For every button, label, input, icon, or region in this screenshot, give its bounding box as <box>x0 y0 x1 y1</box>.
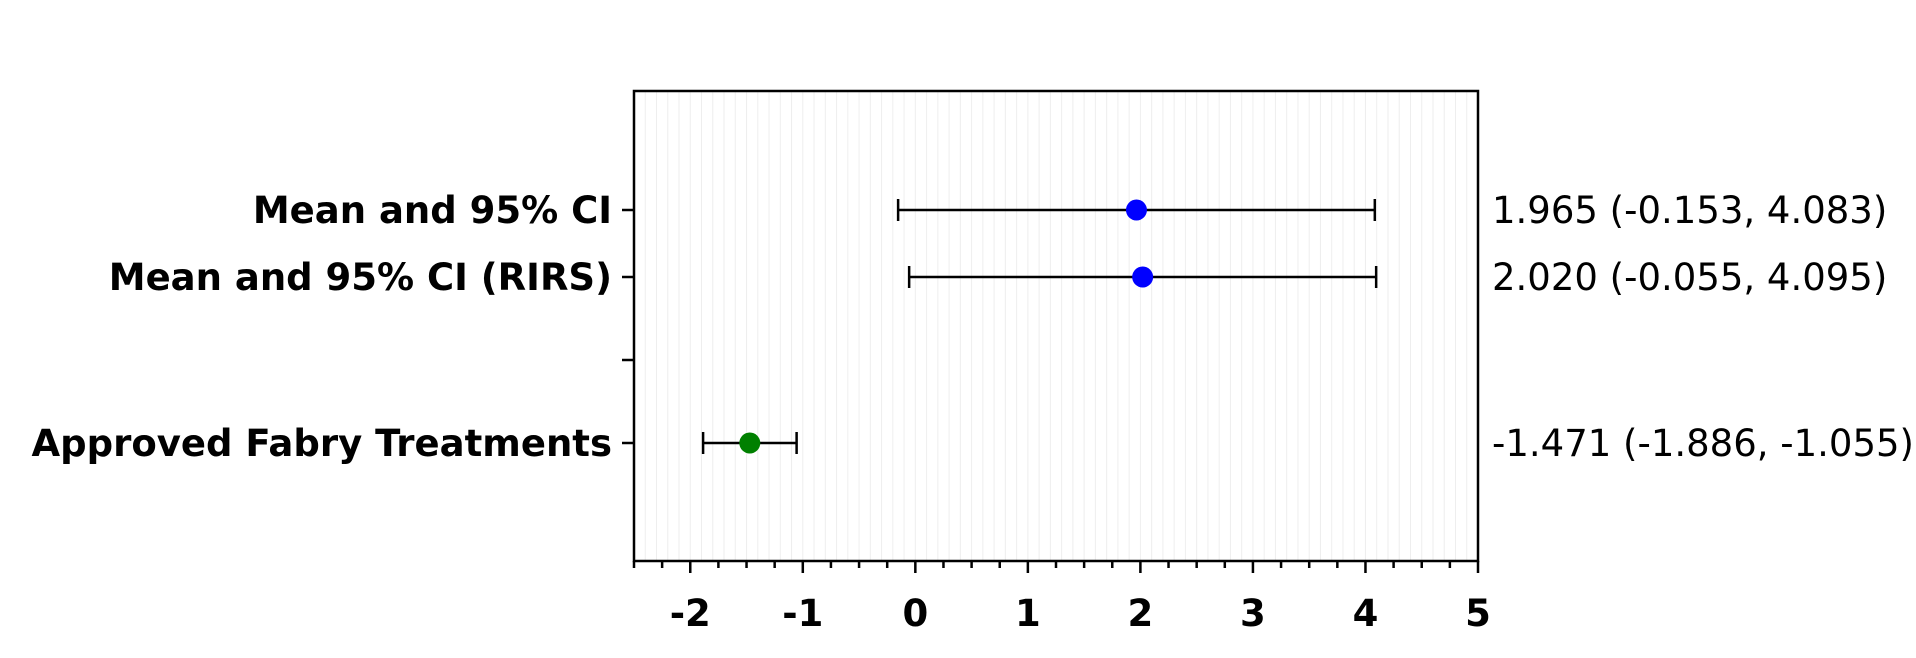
x-tick-label: 1 <box>1015 592 1041 635</box>
x-tick-label: 5 <box>1465 592 1491 635</box>
row-label: Mean and 95% CI (RIRS) <box>109 256 612 299</box>
grid-lines <box>644 91 1468 561</box>
y-axis <box>622 208 634 445</box>
x-tick-label: 0 <box>902 592 928 635</box>
row-label: Approved Fabry Treatments <box>31 422 612 465</box>
forest-rows: Mean and 95% CI 1.965 (-0.153, 4.083) Mean… <box>31 189 1914 465</box>
row-label: Mean and 95% CI <box>253 189 612 232</box>
mean-point <box>1132 266 1154 288</box>
mean-point <box>739 432 761 454</box>
x-tick-label: 2 <box>1128 592 1154 635</box>
x-tick-label: -1 <box>782 592 823 635</box>
estimate-label: -1.471 (-1.886, -1.055) <box>1492 422 1914 465</box>
estimate-label: 1.965 (-0.153, 4.083) <box>1492 189 1887 232</box>
plot-frame <box>632 89 1480 563</box>
mean-point <box>1125 199 1147 221</box>
x-axis: -2 -1 0 1 2 3 4 5 <box>632 561 1491 635</box>
x-tick-label: 4 <box>1353 592 1379 635</box>
x-tick-label: -2 <box>670 592 711 635</box>
x-tick-label: 3 <box>1240 592 1266 635</box>
estimate-label: 2.020 (-0.055, 4.095) <box>1492 256 1887 299</box>
